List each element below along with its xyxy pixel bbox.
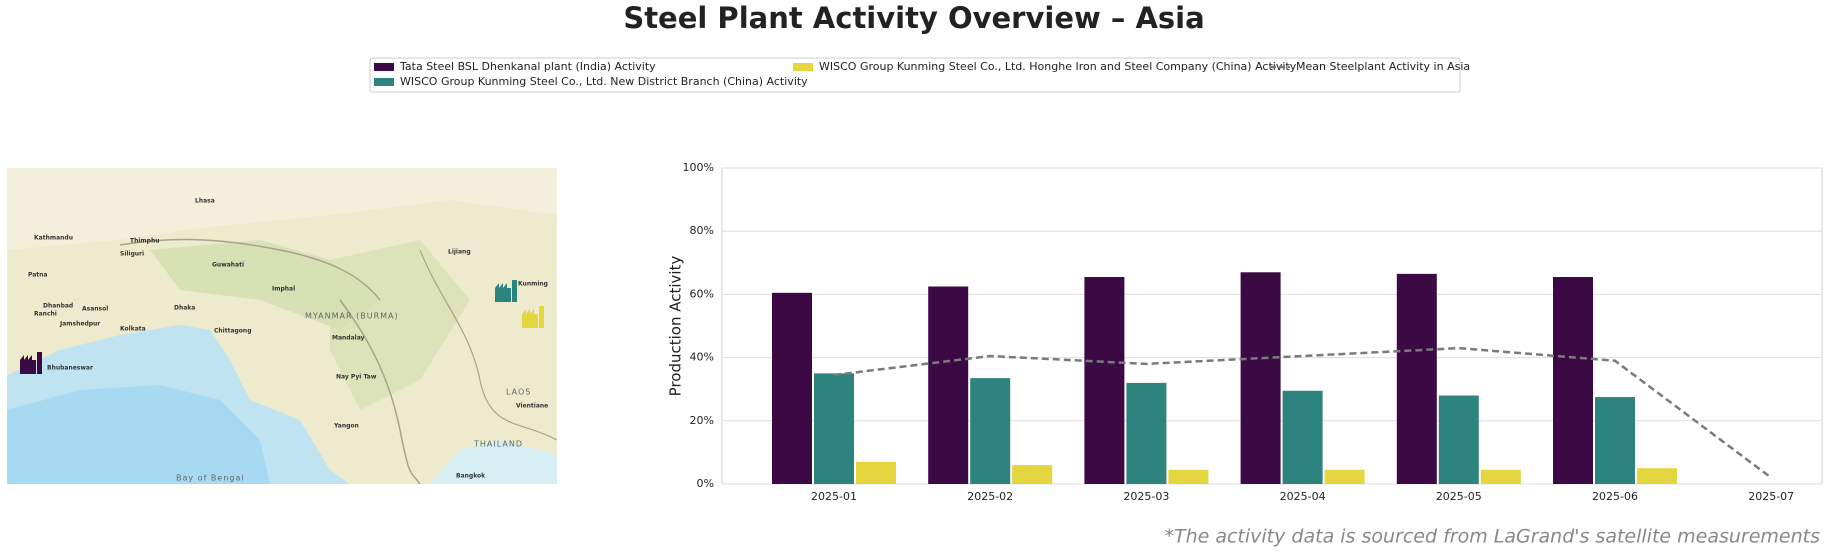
map-label: Patna: [28, 272, 47, 279]
legend: Tata Steel BSL Dhenkanal plant (India) A…: [374, 60, 1470, 88]
mean-line: [833, 346, 1772, 479]
x-tick-label: 2025-05: [1436, 490, 1482, 503]
map-label: Kathmandu: [34, 235, 73, 242]
bar: [1324, 469, 1365, 484]
map-label: Vientiane: [516, 403, 548, 410]
plant-icon: [20, 352, 42, 374]
map-label: Guwahati: [212, 262, 244, 269]
map-label: Bhubaneswar: [47, 365, 93, 372]
y-tick-label: 40%: [690, 351, 714, 364]
map: Lhasa Kathmandu Thimphu Patna Siliguri G…: [7, 168, 557, 484]
map-label: Asansol: [82, 306, 108, 313]
map-country: LAOS: [506, 388, 531, 397]
legend-label: WISCO Group Kunming Steel Co., Ltd. New …: [400, 75, 808, 88]
bar: [970, 378, 1011, 484]
y-tick-label: 100%: [683, 161, 714, 174]
bar: [1240, 272, 1281, 484]
bar: [1637, 468, 1677, 484]
legend-swatch: [793, 63, 813, 71]
bar: [1084, 277, 1125, 484]
y-tick-label: 80%: [690, 224, 714, 237]
map-label: Bangkok: [456, 473, 486, 480]
bar: [814, 373, 854, 484]
y-tick-label: 60%: [690, 287, 714, 300]
map-label: Siliguri: [120, 251, 144, 258]
x-tick-label: 2025-03: [1123, 490, 1169, 503]
x-tick-label: 2025-07: [1748, 490, 1794, 503]
bar: [1396, 273, 1437, 484]
map-label: Lhasa: [195, 198, 215, 205]
map-label: Kunming: [518, 281, 548, 288]
legend-label: Tata Steel BSL Dhenkanal plant (India) A…: [399, 60, 656, 73]
bar: [1282, 390, 1323, 484]
map-label: Lijiang: [448, 249, 471, 256]
map-label: Yangon: [333, 423, 359, 430]
map-label: Mandalay: [332, 335, 365, 342]
legend-swatch: [374, 78, 394, 86]
map-country: Bay of Bengal: [176, 474, 245, 483]
footnote: *The activity data is sourced from LaGra…: [1164, 526, 1820, 548]
map-label: Nay Pyi Taw: [336, 374, 377, 381]
bar: [1553, 277, 1593, 484]
legend-label: WISCO Group Kunming Steel Co., Ltd. Hong…: [819, 60, 1297, 73]
map-country: THAILAND: [473, 440, 523, 449]
y-tick-label: 20%: [690, 414, 714, 427]
bar: [856, 461, 896, 484]
legend-label: Mean Steelplant Activity in Asia: [1296, 60, 1470, 73]
map-label: Jamshedpur: [59, 321, 100, 328]
map-label: Ranchi: [34, 311, 57, 318]
map-label: Chittagong: [214, 328, 252, 335]
y-axis-label: Production Activity: [667, 256, 685, 397]
map-label: Dhaka: [174, 305, 195, 312]
plant-icon: [495, 280, 517, 302]
bar: [1126, 382, 1167, 484]
y-tick-label: 0%: [697, 477, 714, 490]
x-tick-label: 2025-06: [1592, 490, 1638, 503]
bar: [1168, 469, 1209, 484]
plant-icon: [522, 306, 544, 328]
bar: [1480, 469, 1521, 484]
map-label: Kolkata: [120, 326, 146, 333]
x-tick-label: 2025-01: [811, 490, 857, 503]
map-label: Imphal: [272, 286, 295, 293]
legend-swatch: [374, 63, 394, 71]
legend-box: [369, 57, 1461, 93]
bar: [1595, 397, 1635, 484]
map-label: Dhanbad: [43, 303, 73, 310]
plot: 0% 20% 40% 60% 80% 100% 2025-01 2025-02 2025-03 2…: [683, 161, 1822, 503]
map-country: MYANMAR (BURMA): [305, 312, 399, 321]
bar: [1012, 465, 1053, 484]
bar: [772, 292, 812, 484]
bar: [1438, 395, 1479, 484]
bar: [928, 286, 969, 484]
chart-title: Steel Plant Activity Overview – Asia: [623, 1, 1204, 35]
x-tick-label: 2025-04: [1280, 490, 1326, 503]
x-tick-label: 2025-02: [967, 490, 1013, 503]
map-label: Thimphu: [130, 238, 160, 245]
